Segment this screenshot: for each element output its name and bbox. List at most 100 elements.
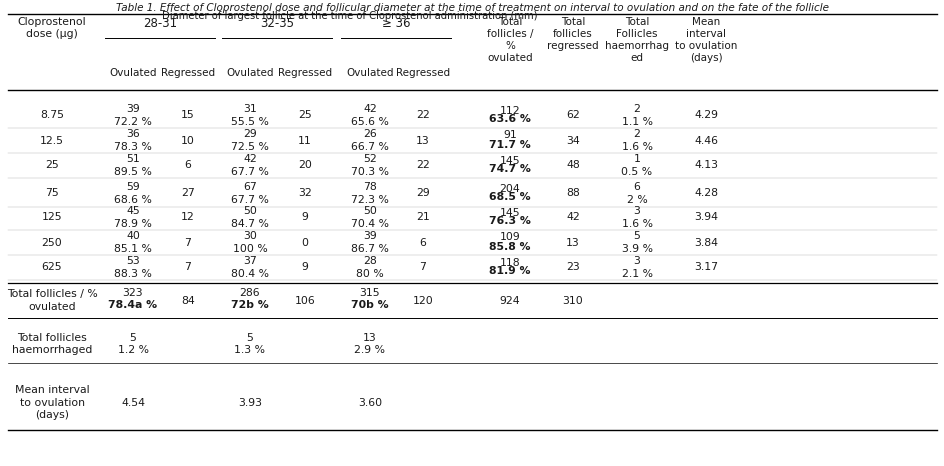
Text: 7: 7	[419, 262, 426, 273]
Text: 84: 84	[181, 295, 194, 306]
Text: 32: 32	[297, 189, 312, 199]
Text: Regressed: Regressed	[396, 68, 449, 78]
Text: 106: 106	[295, 295, 315, 306]
Text: 8.75: 8.75	[40, 110, 64, 121]
Text: 13: 13	[565, 238, 580, 247]
Text: 42: 42	[565, 212, 580, 222]
Text: 3.17: 3.17	[693, 262, 717, 273]
Text: 3
1.6 %: 3 1.6 %	[621, 206, 651, 229]
Text: 74.7 %: 74.7 %	[489, 164, 531, 174]
Text: ≥ 36: ≥ 36	[381, 17, 410, 30]
Text: 76.3 %: 76.3 %	[489, 217, 531, 226]
Text: Ovulated: Ovulated	[346, 68, 394, 78]
Text: 4.28: 4.28	[693, 189, 717, 199]
Text: 25: 25	[45, 160, 59, 171]
Text: 59
68.6 %: 59 68.6 %	[114, 182, 152, 205]
Text: Diameter of largest follicle at the time of Cloprostenol administration (mm): Diameter of largest follicle at the time…	[162, 11, 537, 21]
Text: Regressed: Regressed	[160, 68, 215, 78]
Text: 36
78.3 %: 36 78.3 %	[114, 129, 152, 152]
Text: 4.54: 4.54	[121, 397, 144, 407]
Text: 34: 34	[565, 136, 580, 145]
Text: 13: 13	[415, 136, 430, 145]
Text: Total follicles
haemorrhaged: Total follicles haemorrhaged	[11, 333, 93, 355]
Text: 20: 20	[297, 160, 312, 171]
Text: 10: 10	[181, 136, 194, 145]
Text: 3.93: 3.93	[238, 397, 261, 407]
Text: 21: 21	[415, 212, 430, 222]
Text: 50
84.7 %: 50 84.7 %	[231, 206, 269, 229]
Text: 5
1.3 %: 5 1.3 %	[234, 333, 265, 355]
Text: 67
67.7 %: 67 67.7 %	[231, 182, 269, 205]
Text: 40
85.1 %: 40 85.1 %	[114, 231, 152, 254]
Text: 48: 48	[565, 160, 580, 171]
Text: 25: 25	[297, 110, 312, 121]
Text: 120: 120	[413, 295, 433, 306]
Text: 204: 204	[499, 184, 520, 193]
Text: 145: 145	[499, 207, 520, 218]
Text: 112: 112	[499, 105, 520, 116]
Text: Total follicles / %
ovulated: Total follicles / % ovulated	[7, 289, 97, 312]
Text: 11: 11	[297, 136, 312, 145]
Text: 3.84: 3.84	[693, 238, 717, 247]
Text: 315: 315	[360, 288, 379, 299]
Text: Table 1. Effect of Cloprostenol dose and follicular diameter at the time of trea: Table 1. Effect of Cloprostenol dose and…	[115, 3, 828, 13]
Text: 3
2.1 %: 3 2.1 %	[621, 256, 651, 279]
Text: Regressed: Regressed	[278, 68, 331, 78]
Text: 50
70.4 %: 50 70.4 %	[350, 206, 389, 229]
Text: 85.8 %: 85.8 %	[489, 241, 531, 252]
Text: 4.13: 4.13	[693, 160, 717, 171]
Text: 5
3.9 %: 5 3.9 %	[621, 231, 651, 254]
Text: 118: 118	[499, 258, 520, 267]
Text: 9: 9	[301, 262, 308, 273]
Text: 323: 323	[123, 288, 143, 299]
Text: 62: 62	[565, 110, 580, 121]
Text: Mean interval
to ovulation
(days): Mean interval to ovulation (days)	[15, 385, 90, 420]
Text: 286: 286	[240, 288, 260, 299]
Text: 4.29: 4.29	[693, 110, 717, 121]
Text: 51
89.5 %: 51 89.5 %	[114, 154, 152, 177]
Text: 26
66.7 %: 26 66.7 %	[350, 129, 389, 152]
Text: 42
67.7 %: 42 67.7 %	[231, 154, 269, 177]
Text: 22: 22	[415, 160, 430, 171]
Text: 250: 250	[42, 238, 62, 247]
Text: 6: 6	[184, 160, 192, 171]
Text: Total
follicles /
%
ovulated: Total follicles / % ovulated	[486, 17, 532, 63]
Text: 91: 91	[502, 130, 516, 141]
Text: 924: 924	[499, 295, 520, 306]
Text: 4.46: 4.46	[693, 136, 717, 145]
Text: 45
78.9 %: 45 78.9 %	[114, 206, 152, 229]
Text: 29
72.5 %: 29 72.5 %	[231, 129, 269, 152]
Text: 39
72.2 %: 39 72.2 %	[114, 104, 152, 127]
Text: 28
80 %: 28 80 %	[356, 256, 383, 279]
Text: 37
80.4 %: 37 80.4 %	[230, 256, 269, 279]
Text: 53
88.3 %: 53 88.3 %	[114, 256, 152, 279]
Text: 1
0.5 %: 1 0.5 %	[621, 154, 652, 177]
Text: 12: 12	[181, 212, 194, 222]
Text: 52
70.3 %: 52 70.3 %	[350, 154, 389, 177]
Text: 12.5: 12.5	[40, 136, 64, 145]
Text: 88: 88	[565, 189, 580, 199]
Text: 28-31: 28-31	[143, 17, 177, 30]
Text: 32-35: 32-35	[260, 17, 294, 30]
Text: 0: 0	[301, 238, 308, 247]
Text: 31
55.5 %: 31 55.5 %	[231, 104, 269, 127]
Text: Ovulated: Ovulated	[226, 68, 274, 78]
Text: 125: 125	[42, 212, 62, 222]
Text: 13
2.9 %: 13 2.9 %	[354, 333, 385, 355]
Text: 5
1.2 %: 5 1.2 %	[117, 333, 148, 355]
Text: 145: 145	[499, 156, 520, 165]
Text: 81.9 %: 81.9 %	[489, 267, 531, 276]
Text: 109: 109	[499, 233, 520, 242]
Text: 3.94: 3.94	[693, 212, 717, 222]
Text: 78.4a %: 78.4a %	[109, 301, 158, 310]
Text: Mean
interval
to ovulation
(days): Mean interval to ovulation (days)	[674, 17, 736, 63]
Text: 7: 7	[184, 262, 192, 273]
Text: 70b %: 70b %	[351, 301, 388, 310]
Text: Ovulated: Ovulated	[110, 68, 157, 78]
Text: Total
Follicles
haemorrhag
ed: Total Follicles haemorrhag ed	[604, 17, 668, 63]
Text: 39
86.7 %: 39 86.7 %	[350, 231, 389, 254]
Text: 71.7 %: 71.7 %	[489, 139, 531, 150]
Text: 625: 625	[42, 262, 62, 273]
Text: 15: 15	[181, 110, 194, 121]
Text: 3.60: 3.60	[358, 397, 381, 407]
